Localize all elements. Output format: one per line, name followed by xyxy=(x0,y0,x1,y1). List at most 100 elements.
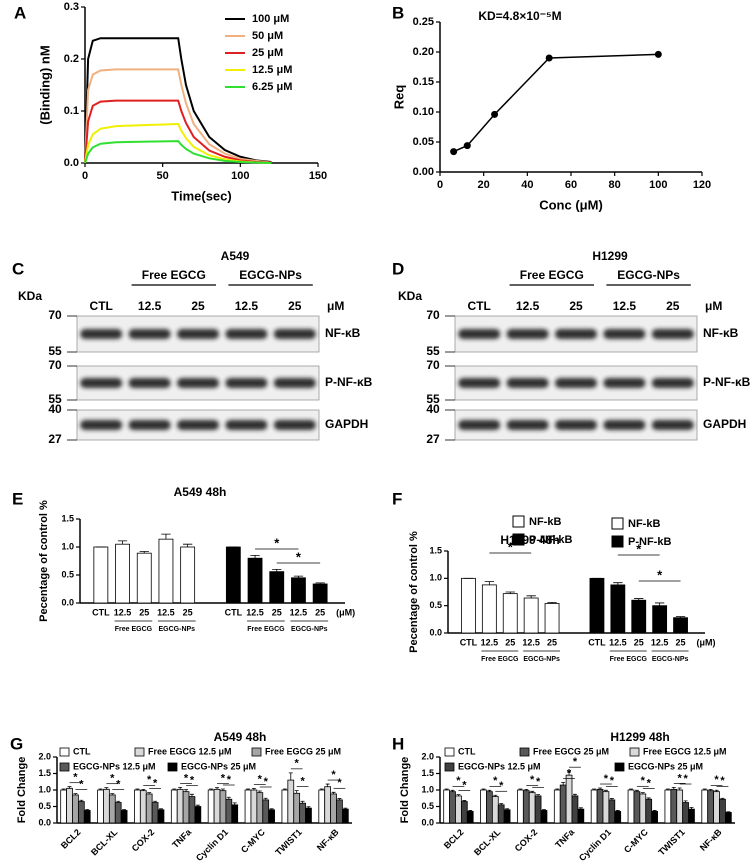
panel-letter: A xyxy=(14,3,26,22)
error-bar xyxy=(456,794,461,796)
error-bar xyxy=(293,575,304,578)
x-tick-label: 25 xyxy=(272,607,282,617)
x-tick-label: 80 xyxy=(609,179,621,191)
significance-mark: * xyxy=(536,776,541,788)
bar xyxy=(627,789,635,824)
bar xyxy=(651,811,658,824)
lane-label: CTL xyxy=(90,299,113,313)
error-bar xyxy=(141,788,146,791)
significance-mark: * xyxy=(258,773,263,785)
significance-mark: * xyxy=(456,775,461,787)
error-bar xyxy=(263,797,268,800)
panel-letter: C xyxy=(12,259,24,278)
y-axis-label: Fold Change xyxy=(399,757,411,824)
error-bar xyxy=(159,808,163,810)
bar xyxy=(247,557,263,604)
y-tick-label: 1.0 xyxy=(61,541,74,551)
lane-label: 12.5 xyxy=(613,299,637,313)
marker-label: 27 xyxy=(426,432,440,446)
y-tick-label: 0.00 xyxy=(413,166,434,178)
error-bar xyxy=(79,799,84,802)
x-tick-label: 25 xyxy=(183,607,193,617)
blot-band xyxy=(80,378,123,388)
error-bar xyxy=(315,582,325,584)
error-bar xyxy=(567,770,572,776)
y-tick-label: 0.5 xyxy=(61,569,74,579)
x-tick-label: 25 xyxy=(634,637,644,647)
bar xyxy=(455,795,462,824)
bar xyxy=(77,801,85,824)
y-tick-label: 0.0 xyxy=(421,817,434,827)
error-bar xyxy=(257,790,262,793)
group-label: EGCG-NPs xyxy=(523,656,560,663)
chart-title: KD=4.8×10⁻⁵M xyxy=(478,9,561,23)
y-axis-label: Req xyxy=(391,85,406,110)
error-bar xyxy=(117,540,128,545)
x-tick-label: TWIST1 xyxy=(273,827,303,857)
error-bar xyxy=(272,569,282,572)
error-bar xyxy=(634,598,644,601)
significance-mark: * xyxy=(337,777,342,789)
legend-swatch xyxy=(444,762,455,772)
error-bar xyxy=(294,790,299,794)
row-label: P-NF-κB xyxy=(703,375,750,389)
row-label: NF-κB xyxy=(703,326,739,340)
data-point xyxy=(545,54,553,62)
bar xyxy=(590,789,598,824)
significance-mark: * xyxy=(227,774,232,786)
blot-band xyxy=(555,420,597,430)
significance-mark: * xyxy=(296,549,302,564)
sensorgram-line xyxy=(84,99,272,164)
error-bar xyxy=(652,810,657,812)
error-bar xyxy=(135,788,140,790)
y-tick-label: 0.5 xyxy=(38,801,51,811)
blot-band xyxy=(651,329,694,339)
error-bar xyxy=(499,803,504,805)
y-tick-label: 0.3 xyxy=(64,1,79,13)
bar xyxy=(608,799,616,824)
x-tick-label: 100 xyxy=(649,179,667,191)
bar xyxy=(231,804,239,824)
blot-band xyxy=(651,420,694,430)
error-bar xyxy=(288,772,293,781)
marker-label: 40 xyxy=(48,402,62,416)
bar xyxy=(207,789,215,824)
y-tick-label: 1.5 xyxy=(421,768,434,778)
panel-letter: B xyxy=(392,3,404,22)
x-tick-label: BCL-XL xyxy=(472,827,503,858)
bar xyxy=(293,792,301,824)
legend-swatch xyxy=(59,762,70,772)
blot-band xyxy=(603,378,646,388)
chart-title: H1299 48h xyxy=(610,730,669,744)
x-tick-label: 25 xyxy=(547,637,557,647)
bar xyxy=(330,793,337,824)
error-bar xyxy=(73,793,78,795)
bar xyxy=(114,802,122,824)
significance-mark: * xyxy=(720,775,725,787)
error-bar xyxy=(67,786,72,789)
x-tick-label: CTL xyxy=(588,637,606,647)
bar xyxy=(460,801,468,824)
bar xyxy=(466,811,474,824)
data-point xyxy=(654,50,662,58)
error-bar xyxy=(209,788,214,790)
error-bar xyxy=(325,783,330,787)
bar xyxy=(151,802,159,824)
bar xyxy=(461,577,476,634)
blot-band xyxy=(80,329,123,339)
bar xyxy=(83,810,91,824)
chart-title: H1299 48h xyxy=(500,533,559,547)
legend-swatch xyxy=(611,517,624,530)
legend-label: Free EGCG 12.5 μM xyxy=(643,746,727,756)
bar xyxy=(244,789,252,824)
error-bar xyxy=(153,800,158,803)
bar xyxy=(571,795,579,824)
error-bar xyxy=(343,807,348,810)
error-bar xyxy=(481,788,486,790)
bar xyxy=(299,802,306,824)
sensorgram-line xyxy=(84,140,272,164)
error-bar xyxy=(104,787,109,790)
lane-label: 12.5 xyxy=(235,299,259,313)
significance-mark: * xyxy=(184,772,189,784)
legend-label: Free EGCG 25 μM xyxy=(265,746,341,756)
